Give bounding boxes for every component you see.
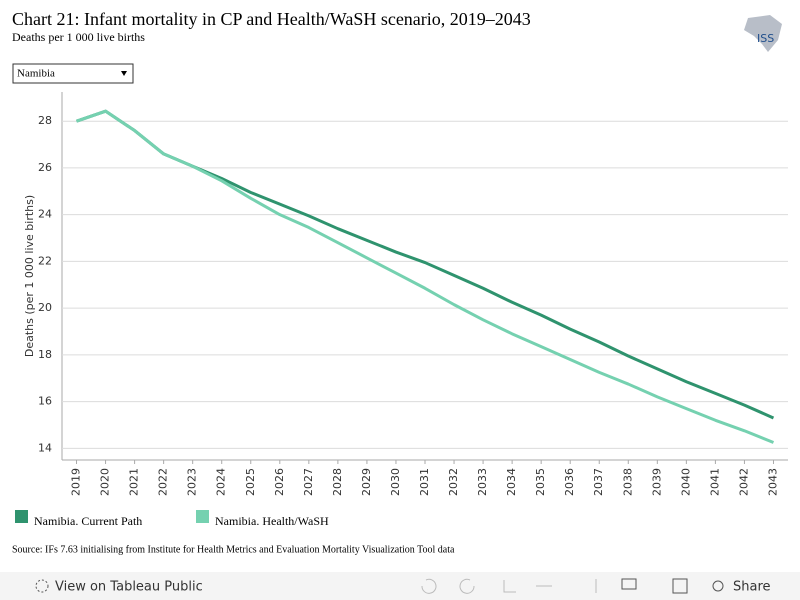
y-tick-label: 22 <box>38 254 52 267</box>
x-tick-label: 2019 <box>70 468 83 496</box>
x-tick-label: 2041 <box>708 468 721 496</box>
x-tick-label: 2026 <box>273 468 286 496</box>
fullscreen-icon[interactable] <box>672 578 688 594</box>
redo-icon[interactable] <box>459 578 475 594</box>
x-tick-label: 2038 <box>621 468 634 496</box>
legend-swatch <box>196 510 209 523</box>
download-icon[interactable] <box>621 578 637 590</box>
dropdown-value[interactable]: Namibia <box>17 68 55 80</box>
dropdown-arrow[interactable] <box>121 71 127 76</box>
logo: ISS <box>744 15 782 52</box>
chart-subtitle: Deaths per 1 000 live births <box>12 30 145 44</box>
undo-icon[interactable] <box>421 578 437 594</box>
toolbar <box>0 572 800 600</box>
view-button[interactable]: View on Tableau Public <box>35 579 203 595</box>
x-tick-label: 2020 <box>99 468 112 496</box>
revert-icon[interactable] <box>503 580 516 593</box>
x-tick-label: 2035 <box>534 468 547 496</box>
x-tick-label: 2040 <box>679 468 692 496</box>
x-tick-label: 2037 <box>592 468 605 496</box>
legend-swatch <box>15 510 28 523</box>
tableau-icon[interactable] <box>35 579 49 593</box>
x-tick-label: 2030 <box>389 468 402 496</box>
x-tick-label: 2029 <box>360 468 373 496</box>
legend-label: Namibia. Health/WaSH <box>215 514 329 528</box>
x-tick-label: 2034 <box>505 468 518 496</box>
y-tick-label: 18 <box>38 348 52 361</box>
x-tick-label: 2043 <box>766 468 779 496</box>
y-tick-label: 20 <box>38 301 52 314</box>
x-tick-label: 2024 <box>215 468 228 496</box>
y-tick-label: 28 <box>38 114 52 127</box>
y-tick-label: 14 <box>38 441 52 454</box>
legend-label: Namibia. Current Path <box>34 514 142 528</box>
x-tick-label: 2028 <box>331 468 344 496</box>
y-tick-label: 16 <box>38 395 52 408</box>
chart-title: Chart 21: Infant mortality in CP and Hea… <box>12 9 531 29</box>
x-tick-label: 2039 <box>650 468 663 496</box>
logo-map <box>744 15 782 52</box>
logo-text: ISS <box>757 32 774 45</box>
source: Source: IFs 7.63 initialising from Insti… <box>12 544 455 555</box>
y-tick-label: 24 <box>38 208 52 221</box>
y-tick-label: 26 <box>38 161 52 174</box>
x-tick-label: 2033 <box>476 468 489 496</box>
toolbar-icons <box>421 578 724 594</box>
view-link[interactable]: View on Tableau Public <box>55 580 203 595</box>
x-tick-label: 2027 <box>302 468 315 496</box>
x-tick-label: 2021 <box>128 468 141 496</box>
x-tick-label: 2036 <box>563 468 576 496</box>
series-line <box>76 109 775 444</box>
x-tick-label: 2025 <box>244 468 257 496</box>
x-tick-label: 2022 <box>157 468 170 496</box>
x-tick-label: 2032 <box>447 468 460 496</box>
x-tick-label: 2042 <box>737 468 750 496</box>
x-tick-label: 2023 <box>186 468 199 496</box>
dropdown-box[interactable] <box>12 63 134 84</box>
y-axis-label: Deaths (per 1 000 live births) <box>23 195 36 357</box>
series-line <box>76 109 775 420</box>
x-tick-label: 2031 <box>418 468 431 496</box>
filter-dropdown[interactable]: Namibia <box>12 63 134 84</box>
share-icon[interactable] <box>712 580 724 592</box>
share-button[interactable]: Share <box>733 580 771 595</box>
